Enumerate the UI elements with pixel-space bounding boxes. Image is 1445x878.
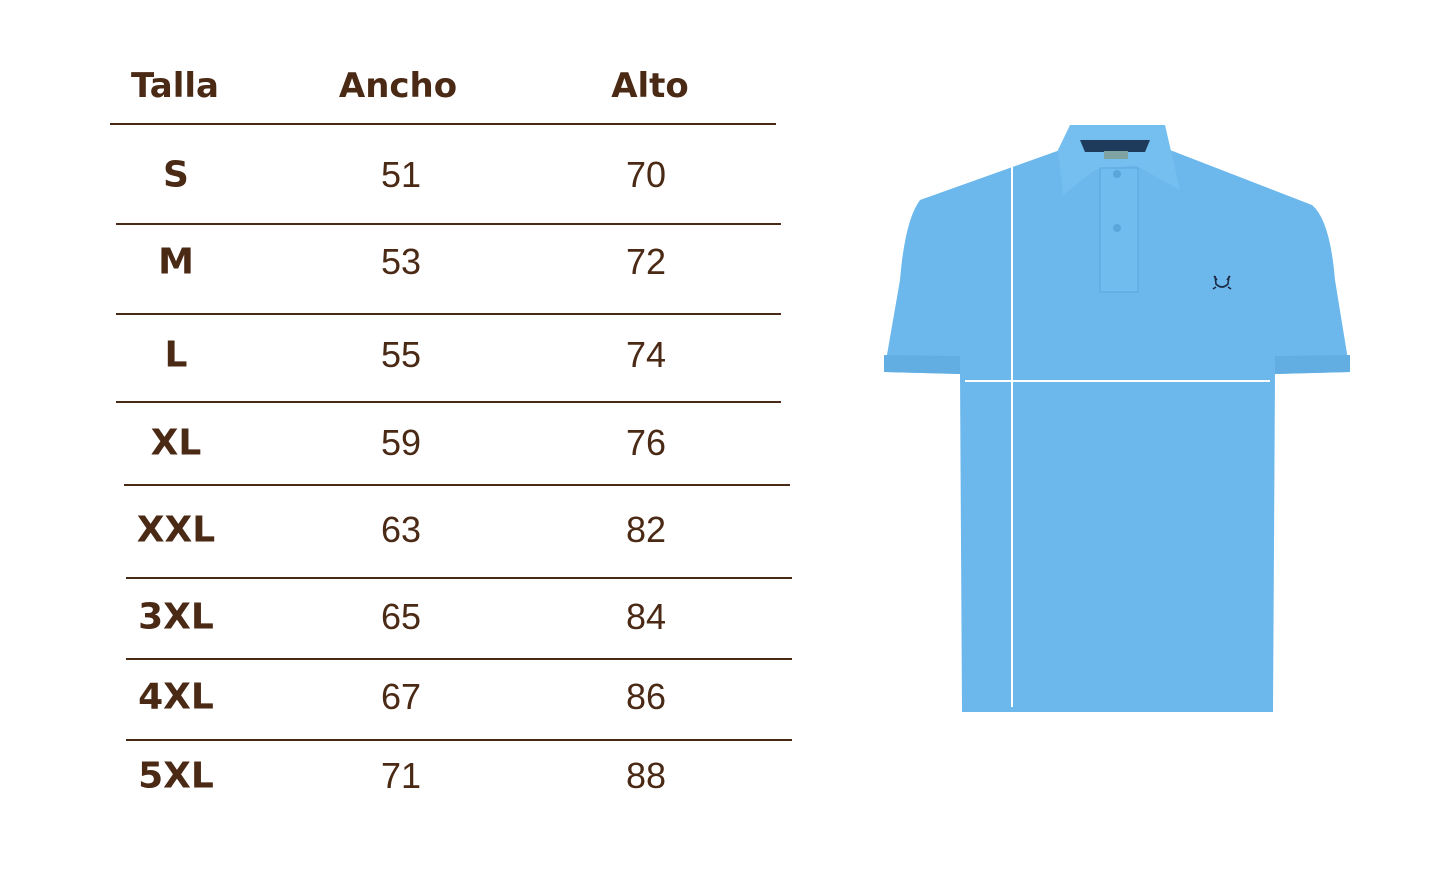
row-divider	[110, 123, 776, 125]
polo-shirt	[884, 125, 1350, 712]
ancho-cell: 51	[380, 154, 422, 195]
size-cell: XXL	[136, 509, 216, 551]
ancho-cell: 59	[380, 422, 422, 463]
row-divider	[126, 577, 792, 579]
row-divider	[126, 658, 792, 660]
size-cell: L	[164, 334, 188, 376]
ancho-cell: 55	[380, 334, 422, 375]
row-divider	[116, 223, 781, 225]
size-cell: S	[163, 154, 189, 196]
ancho-cell: 71	[380, 755, 422, 796]
alto-cell: 74	[625, 334, 667, 375]
alto-cell: 86	[625, 676, 667, 717]
alto-cell: 84	[625, 596, 667, 637]
row-divider	[124, 484, 790, 486]
size-cell: XL	[150, 422, 202, 464]
row-divider	[126, 739, 792, 741]
ancho-cell: 53	[380, 241, 422, 282]
alto-cell: 82	[625, 509, 667, 550]
alto-cell: 70	[625, 154, 667, 195]
alto-cell: 72	[625, 241, 667, 282]
header-alto: Alto	[611, 66, 689, 106]
header-ancho: Ancho	[338, 66, 458, 106]
size-cell: 3XL	[138, 596, 214, 638]
alto-cell: 76	[625, 422, 667, 463]
row-divider	[116, 401, 781, 403]
size-cell: 5XL	[138, 755, 214, 797]
crab-icon	[1212, 275, 1232, 290]
alto-cell: 88	[625, 755, 667, 796]
ancho-cell: 67	[380, 676, 422, 717]
header-talla: Talla	[130, 66, 220, 106]
size-cell: M	[158, 241, 194, 283]
row-divider	[116, 313, 781, 315]
ancho-cell: 63	[380, 509, 422, 550]
ancho-cell: 65	[380, 596, 422, 637]
size-cell: 4XL	[138, 676, 214, 718]
